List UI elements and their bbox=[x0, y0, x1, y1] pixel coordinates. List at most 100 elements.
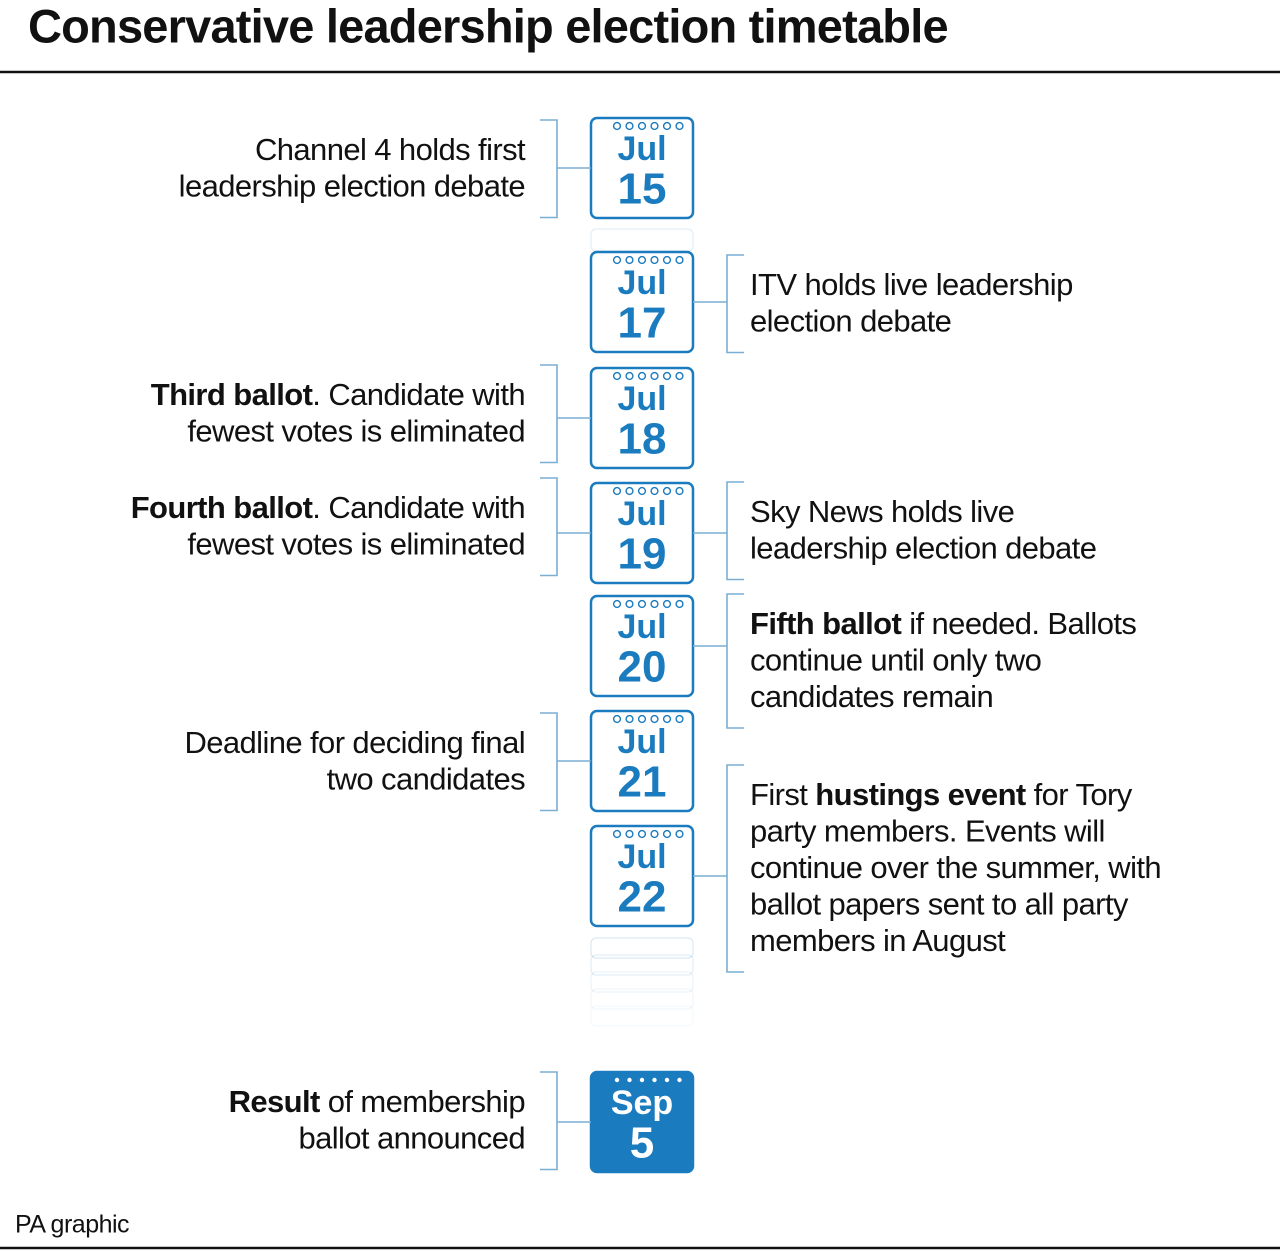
calendar-ring bbox=[639, 1077, 645, 1083]
calendar-ring bbox=[650, 371, 659, 381]
note-text: election debate bbox=[750, 304, 951, 339]
note-text: fewest votes is eliminated bbox=[187, 527, 525, 562]
note-bold: Third ballot bbox=[151, 377, 313, 412]
bracket bbox=[726, 481, 744, 581]
note-text: members in August bbox=[750, 923, 1006, 958]
note-text: ballot announced bbox=[298, 1121, 525, 1156]
calendar-day: 19 bbox=[618, 530, 667, 579]
calendar-ring bbox=[612, 714, 622, 724]
calendar-ring bbox=[662, 714, 672, 724]
calendar-ring bbox=[637, 121, 647, 131]
calendar-ring bbox=[650, 599, 659, 609]
note-text: continue until only two bbox=[750, 643, 1041, 678]
calendar-month: Jul bbox=[617, 130, 666, 168]
note-span: candidates remain bbox=[750, 679, 993, 714]
note-span: two candidates bbox=[327, 762, 525, 797]
note-span: leadership election debate bbox=[750, 531, 1096, 566]
note-span: Deadline for deciding final bbox=[184, 725, 525, 760]
calendar-day: 15 bbox=[618, 165, 667, 214]
note-span: . Candidate with bbox=[312, 490, 525, 525]
calendar-ring bbox=[637, 255, 647, 265]
calendar-day: 22 bbox=[618, 873, 667, 922]
note-text: fewest votes is eliminated bbox=[187, 414, 525, 449]
bracket bbox=[540, 712, 558, 812]
title: Conservative leadership election timetab… bbox=[28, 0, 948, 52]
calendar-ring bbox=[650, 714, 659, 724]
calendar-ring bbox=[627, 1077, 632, 1083]
note-span: continue until only two bbox=[750, 643, 1041, 678]
bracket bbox=[726, 254, 744, 354]
calendar-ring bbox=[612, 829, 622, 839]
note-span: ITV holds live leadership bbox=[750, 267, 1073, 302]
calendar-ring bbox=[652, 1077, 657, 1083]
calendar-ring bbox=[625, 486, 634, 496]
note-span: election debate bbox=[750, 304, 951, 339]
calendar-ring bbox=[612, 121, 622, 131]
note-span: of membership bbox=[320, 1084, 525, 1119]
calendar-ring bbox=[662, 371, 672, 381]
calendar-ring bbox=[675, 714, 684, 724]
calendar-ring bbox=[662, 829, 672, 839]
note-text: Fourth ballot. Candidate with bbox=[131, 490, 525, 525]
calendar-ring bbox=[612, 486, 622, 496]
calendar-month: Jul bbox=[617, 380, 666, 418]
calendar-ring bbox=[675, 121, 684, 131]
calendar-ring bbox=[662, 599, 672, 609]
calendar-ring bbox=[612, 255, 622, 265]
calendar-ring bbox=[614, 1077, 620, 1083]
bracket bbox=[540, 477, 558, 577]
calendar-ring bbox=[650, 829, 659, 839]
calendar-month: Jul bbox=[617, 264, 666, 302]
calendar-ring bbox=[625, 829, 634, 839]
note-text: Result of membership bbox=[229, 1084, 525, 1119]
note-span: Channel 4 holds first bbox=[255, 132, 526, 167]
note-span: members in August bbox=[750, 923, 1006, 958]
calendar-ring bbox=[677, 1077, 682, 1083]
note-text: Fifth ballot if needed. Ballots bbox=[750, 606, 1136, 641]
calendar-month: Jul bbox=[617, 495, 666, 533]
calendar-ring bbox=[662, 121, 672, 131]
bracket bbox=[540, 119, 558, 219]
note-text: Deadline for deciding final bbox=[184, 725, 525, 760]
note-span: fewest votes is eliminated bbox=[187, 414, 525, 449]
calendar-ring bbox=[625, 121, 634, 131]
calendar-month: Jul bbox=[617, 838, 666, 876]
note-span: party members. Events will bbox=[750, 814, 1105, 849]
calendar-month: Jul bbox=[617, 608, 666, 646]
calendar-ring bbox=[675, 255, 684, 265]
calendar-ring bbox=[612, 599, 622, 609]
calendar-ring bbox=[650, 255, 659, 265]
note-span: ballot papers sent to all party bbox=[750, 887, 1129, 922]
note-text: First hustings event for Tory bbox=[750, 777, 1133, 812]
calendar-ring bbox=[637, 599, 647, 609]
note-text: continue over the summer, with bbox=[750, 850, 1161, 885]
note-span: . Candidate with bbox=[312, 377, 525, 412]
calendar-ring bbox=[625, 599, 634, 609]
note-span: for Tory bbox=[1026, 777, 1133, 812]
calendar-day: 21 bbox=[618, 758, 667, 807]
note-span: leadership election debate bbox=[179, 169, 525, 204]
note-bold: Fifth ballot bbox=[750, 606, 901, 641]
note-text: Sky News holds live bbox=[750, 494, 1014, 529]
calendar-month: Jul bbox=[617, 723, 666, 761]
calendar-ring bbox=[662, 486, 672, 496]
calendar-day: 20 bbox=[618, 643, 667, 692]
calendar-ring bbox=[625, 371, 634, 381]
bracket bbox=[540, 364, 558, 464]
calendar-ring bbox=[637, 371, 647, 381]
credit: PA graphic bbox=[15, 1211, 129, 1239]
note-span: fewest votes is eliminated bbox=[187, 527, 525, 562]
calendar-ring bbox=[650, 486, 659, 496]
calendar-month: Sep bbox=[611, 1084, 673, 1122]
note-span: First bbox=[750, 777, 815, 812]
bracket bbox=[726, 764, 744, 973]
note-text: candidates remain bbox=[750, 679, 993, 714]
